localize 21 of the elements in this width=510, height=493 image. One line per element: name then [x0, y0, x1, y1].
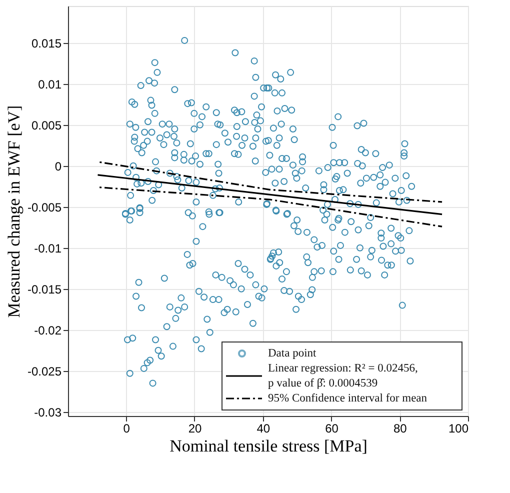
- y-tick-label: 0: [54, 159, 62, 174]
- legend-label: Linear regression: R² = 0.02456, p value of β̂: 0.0004539: [268, 362, 418, 390]
- y-tick-label: 0.015: [31, 36, 62, 50]
- y-tick-label: 0.01: [38, 77, 62, 92]
- y-tick-label: -0.025: [27, 364, 62, 378]
- y-tick-label: -0.005: [27, 200, 62, 214]
- y-tick-label: -0.02: [34, 323, 62, 338]
- x-axis-title: Nominal tensile stress [MPa]: [170, 436, 368, 456]
- x-tick-label: 40: [256, 422, 270, 436]
- y-tick-label: -0.03: [34, 405, 62, 420]
- x-tick-label: 60: [325, 422, 339, 436]
- y-tick-label: -0.01: [34, 241, 62, 256]
- x-tick-label: 20: [188, 422, 202, 436]
- x-tick-label: 100: [448, 422, 469, 436]
- y-tick-label: -0.015: [27, 282, 62, 296]
- x-tick-label: 0: [123, 422, 130, 436]
- x-tick-label: 80: [393, 422, 408, 436]
- y-tick-label: 0.005: [31, 118, 62, 132]
- legend-label: 95% Confidence interval for mean: [268, 392, 428, 404]
- y-axis-title: Measured change in EWF [eV]: [4, 105, 24, 318]
- legend-label: Data point: [268, 348, 318, 360]
